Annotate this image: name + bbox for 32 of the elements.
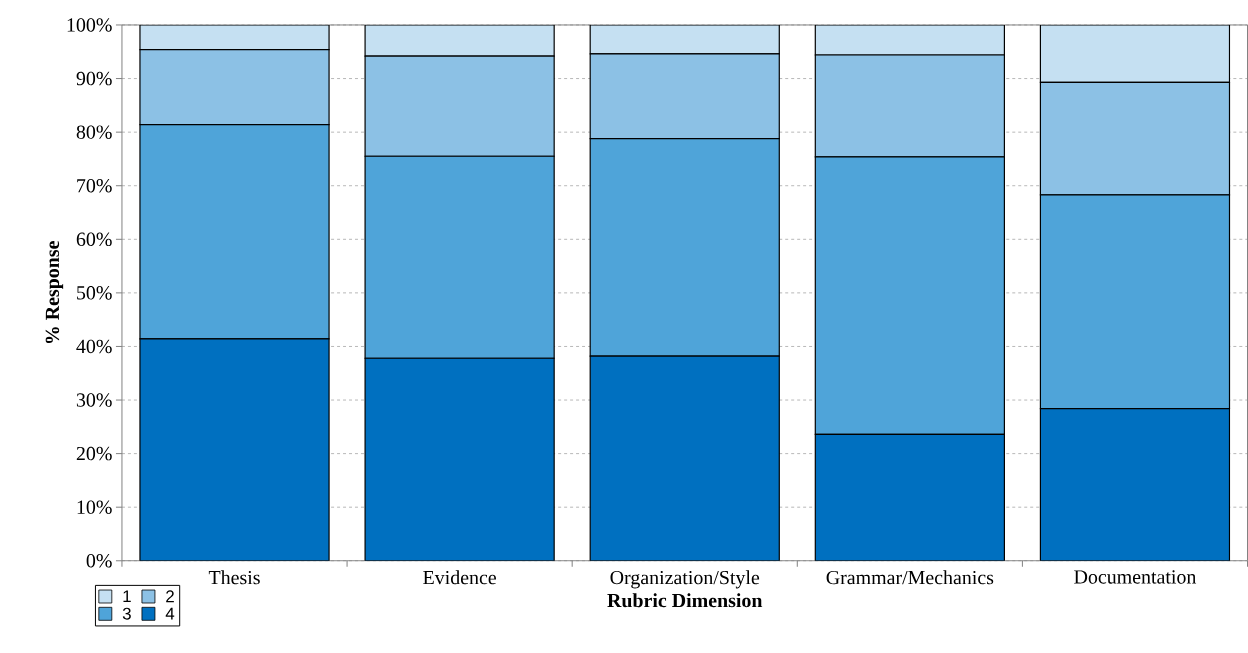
bar bbox=[589, 25, 780, 55]
bar bbox=[364, 25, 555, 57]
y-tick-label: 40% bbox=[76, 339, 112, 354]
y-tick-label: 20% bbox=[76, 446, 112, 461]
y-tick-label: 30% bbox=[76, 393, 112, 407]
bar bbox=[139, 339, 330, 561]
y-tick-label: 90% bbox=[76, 71, 112, 86]
bar bbox=[590, 356, 780, 561]
x-axis-title: Rubric Dimension bbox=[607, 593, 763, 608]
x-tick-label: Evidence bbox=[423, 570, 496, 585]
y-tick-label: 10% bbox=[77, 500, 112, 515]
bar bbox=[814, 25, 1005, 56]
y-axis-title: % Response bbox=[45, 241, 64, 344]
bar bbox=[139, 25, 330, 51]
y-tick-label: 100% bbox=[67, 18, 112, 32]
legend-label: 1 bbox=[123, 590, 131, 603]
x-tick-label: Grammar/Mechanics bbox=[826, 570, 994, 585]
legend-label: 3 bbox=[122, 607, 131, 620]
x-tick-label: Documentation bbox=[1074, 570, 1197, 584]
y-tick-label: 60% bbox=[76, 232, 112, 247]
x-tick-label: Organization/Style bbox=[610, 570, 760, 589]
y-tick-label: 80% bbox=[76, 125, 112, 140]
y-tick-label: 0% bbox=[86, 554, 112, 568]
y-tick-label: 50% bbox=[77, 286, 112, 300]
legend-label: 4 bbox=[165, 607, 175, 620]
y-tick-label: 70% bbox=[77, 179, 112, 193]
bar bbox=[1039, 25, 1231, 84]
bar bbox=[365, 358, 555, 561]
bar bbox=[1039, 408, 1231, 561]
bar bbox=[815, 434, 1005, 561]
legend-label: 2 bbox=[166, 590, 174, 603]
x-tick-label: Thesis bbox=[208, 570, 260, 585]
